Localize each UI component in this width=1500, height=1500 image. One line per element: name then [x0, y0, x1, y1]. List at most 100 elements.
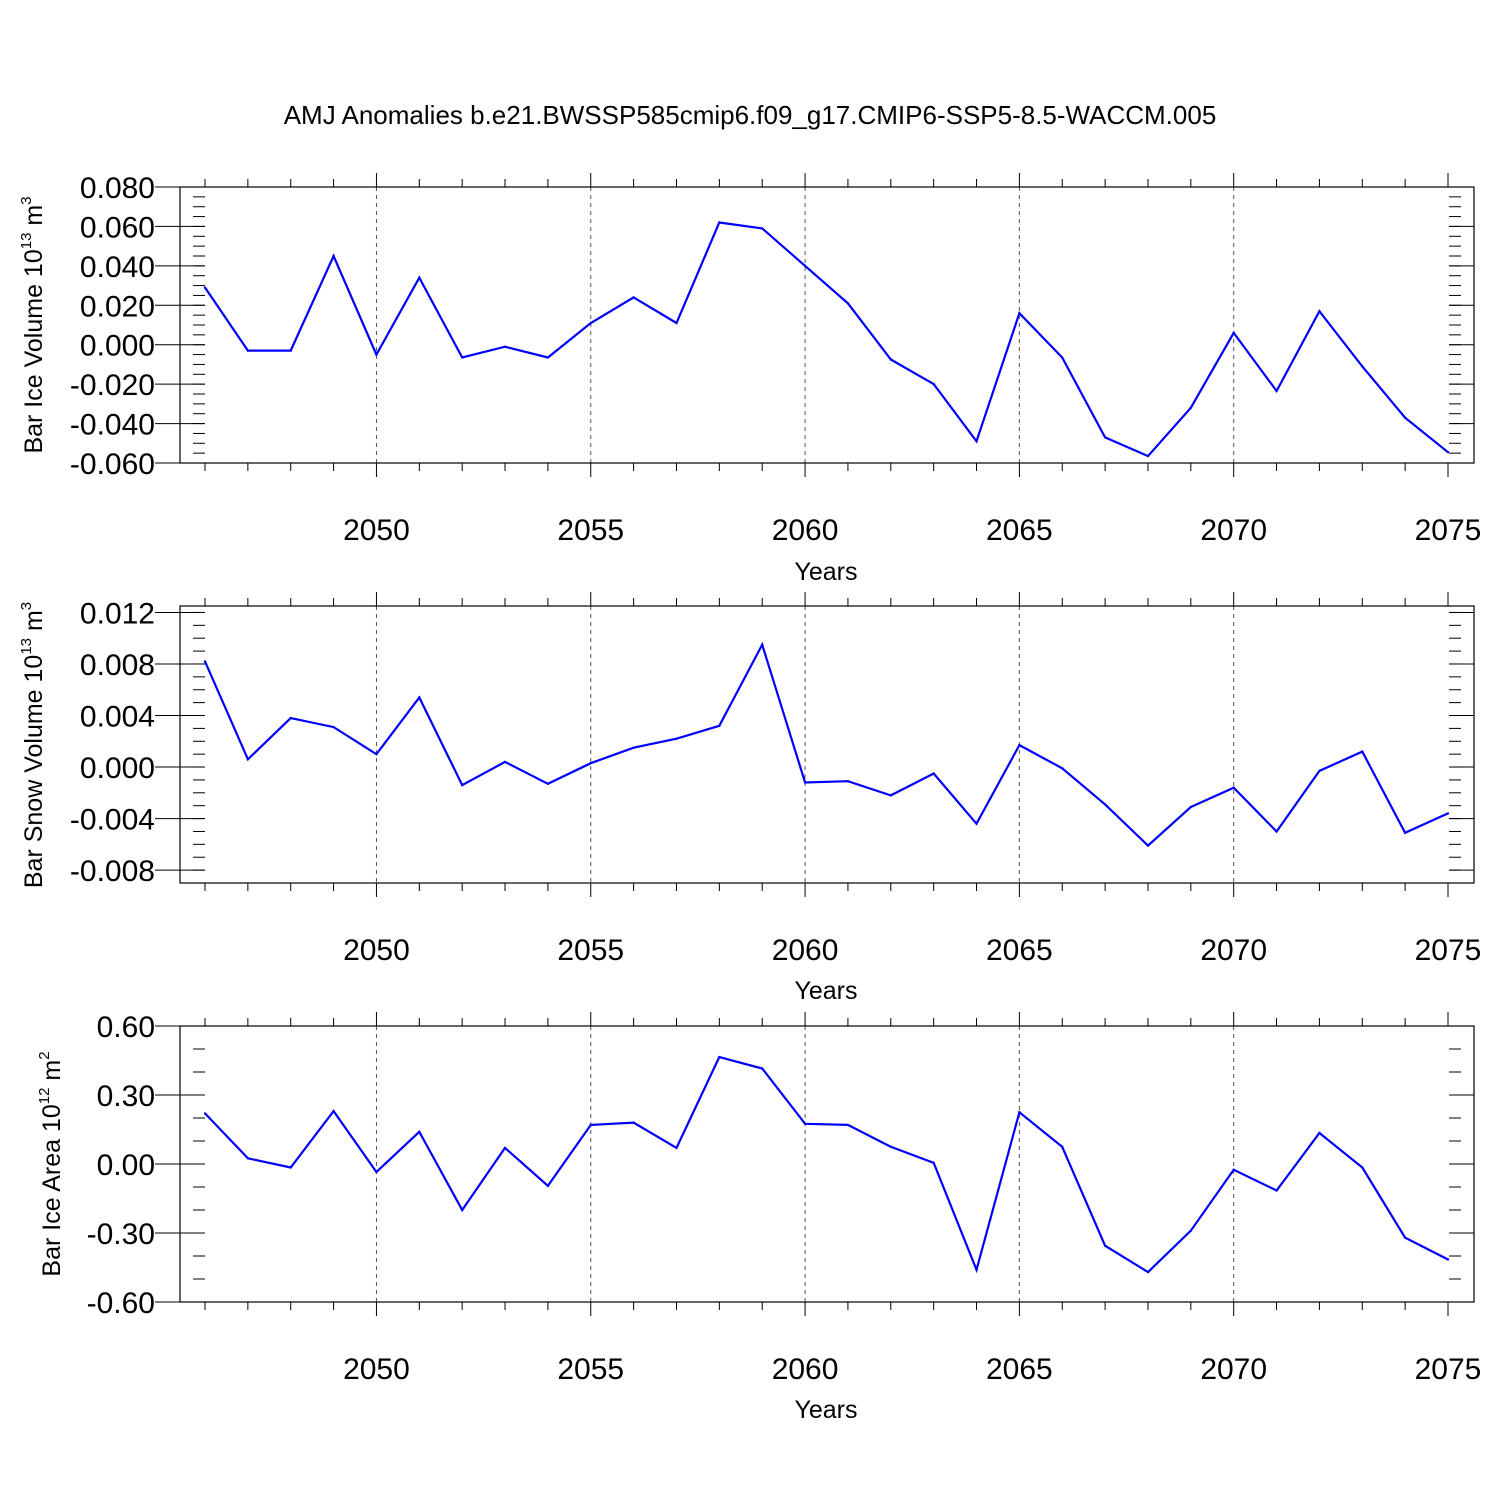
data-point	[718, 221, 721, 224]
data-point	[1146, 1270, 1150, 1274]
panel-ice-volume: Bar Ice Volume 1013 m3 Years 2050 2055 206…	[18, 172, 1481, 586]
y-tick-label: 0.020	[80, 290, 155, 323]
data-point	[375, 353, 378, 356]
x-tick-label: 2065	[986, 934, 1053, 967]
xlabel-snow-volume: Years	[794, 977, 857, 1005]
data-point	[718, 1055, 721, 1059]
y-tick-label: -0.60	[87, 1287, 155, 1320]
data-point	[632, 1121, 635, 1124]
xlabel-ice-area: Years	[794, 1396, 857, 1424]
data-point	[803, 781, 807, 784]
x-tick-label: 2055	[557, 514, 624, 547]
data-point	[589, 1123, 592, 1127]
data-point	[1018, 1111, 1021, 1114]
x-tick-label: 2070	[1200, 1353, 1267, 1386]
data-point	[546, 356, 550, 359]
y-tick-label: 0.60	[97, 1011, 155, 1044]
ylabel-ice-volume: Bar Ice Volume 1013 m3	[18, 196, 48, 453]
series-line	[204, 1055, 1449, 1274]
data-point	[1061, 356, 1064, 359]
y-tick-label: 0.00	[97, 1149, 155, 1182]
y-tick-label: 0.000	[80, 752, 155, 785]
x-tick-label: 2055	[557, 1353, 624, 1386]
x-tick-label: 2075	[1415, 934, 1482, 967]
panel-ice-area: Bar Ice Area 1012 m2 Years 2050 2055 2060 2…	[36, 1011, 1481, 1424]
data-point	[675, 737, 678, 740]
x-tick-label: 2050	[343, 934, 410, 967]
data-point	[932, 382, 935, 386]
data-point	[1361, 750, 1364, 753]
ylabel-unit: m	[20, 610, 48, 638]
y-tick-label: -0.008	[70, 855, 155, 888]
data-point	[1061, 767, 1064, 770]
data-point	[203, 660, 207, 663]
data-point	[1146, 454, 1150, 458]
data-point	[332, 254, 335, 258]
series-line	[203, 641, 1449, 848]
data-point	[718, 724, 721, 728]
data-point	[632, 746, 635, 749]
y-tick-label: 0.000	[80, 330, 155, 363]
data-point	[889, 1145, 892, 1148]
data-point	[1403, 1236, 1407, 1239]
data-point	[761, 227, 764, 230]
x-tick-label: 2070	[1200, 514, 1267, 547]
x-tick-label: 2055	[557, 934, 624, 967]
data-point	[803, 1122, 807, 1125]
data-point	[1275, 830, 1278, 833]
data-point	[546, 782, 550, 785]
data-point	[1189, 805, 1193, 809]
y-tick-label: 0.30	[97, 1080, 155, 1113]
data-point	[932, 772, 935, 775]
data-point	[332, 725, 335, 729]
xlabel-ice-volume: Years	[794, 558, 857, 586]
data-point	[375, 1170, 378, 1174]
data-point	[503, 1146, 507, 1150]
ylabel-unit-exp: 3	[18, 196, 35, 204]
data-point	[375, 752, 378, 756]
data-point	[932, 1161, 935, 1165]
data-point	[1275, 1189, 1278, 1192]
data-point	[1146, 844, 1150, 847]
data-point	[1318, 1131, 1321, 1135]
data-point	[460, 356, 464, 359]
data-point	[460, 1208, 464, 1212]
data-point	[761, 643, 764, 646]
data-point	[975, 822, 978, 825]
x-tick-label: 2065	[986, 1353, 1053, 1386]
data-point	[1318, 310, 1321, 313]
data-point	[289, 349, 292, 352]
data-point	[1361, 1166, 1364, 1169]
plot-frame	[179, 186, 1475, 464]
data-point	[546, 1184, 550, 1188]
y-tick-label: 0.004	[80, 701, 155, 734]
ylabel-unit: m	[20, 205, 48, 233]
ylabel-unit-exp: 3	[18, 602, 35, 610]
y-tick-label: 0.012	[80, 597, 155, 630]
data-point	[1403, 831, 1407, 834]
y-tick-label: 0.060	[80, 211, 155, 244]
data-point	[1318, 769, 1321, 773]
data-point	[846, 1123, 850, 1127]
ylabel-unit-exp: 2	[36, 1051, 53, 1059]
data-point	[246, 349, 250, 352]
y-tick-label: -0.30	[87, 1218, 155, 1251]
data-point	[246, 758, 250, 761]
data-point	[975, 1268, 978, 1272]
data-point	[1103, 436, 1107, 439]
plot-frame	[179, 605, 1475, 884]
ylabel-exp: 12	[36, 1088, 53, 1105]
y-tick-label: -0.060	[70, 448, 155, 481]
ylabel-unit: m	[38, 1060, 66, 1088]
data-point	[889, 794, 892, 797]
ylabel-ice-area: Bar Ice Area 1012 m2	[36, 1051, 66, 1276]
data-point	[1446, 450, 1450, 454]
data-point	[675, 321, 678, 325]
data-point	[246, 1157, 250, 1160]
ylabel-exp: 13	[18, 638, 35, 655]
data-point	[1061, 1145, 1064, 1148]
data-point	[632, 296, 635, 299]
plot-frame	[179, 1025, 1475, 1303]
data-point	[1018, 311, 1021, 315]
data-point	[203, 286, 207, 289]
